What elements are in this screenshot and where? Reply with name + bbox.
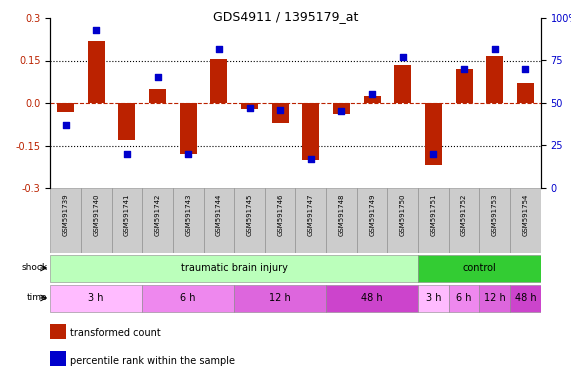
Point: [460, 66, 469, 72]
Text: traumatic brain injury: traumatic brain injury: [181, 263, 288, 273]
Text: GSM591740: GSM591740: [93, 193, 99, 236]
Bar: [118, 103, 135, 140]
Bar: [425, 103, 442, 166]
Point: [153, 74, 162, 81]
Point: [61, 122, 70, 128]
Bar: [517, 83, 534, 103]
Bar: [180, 103, 196, 154]
Bar: [142, 285, 234, 311]
Bar: [326, 188, 357, 253]
Text: 3 h: 3 h: [426, 293, 441, 303]
Bar: [418, 285, 449, 311]
Point: [429, 151, 438, 157]
Point: [122, 151, 131, 157]
Text: GSM591752: GSM591752: [461, 193, 467, 235]
Point: [92, 27, 101, 33]
Text: control: control: [463, 263, 496, 273]
Bar: [357, 188, 388, 253]
Bar: [418, 255, 541, 281]
Bar: [395, 65, 411, 103]
Point: [214, 46, 223, 52]
Bar: [272, 103, 288, 123]
Bar: [149, 89, 166, 103]
Point: [398, 54, 407, 60]
Bar: [265, 188, 296, 253]
Text: GSM591750: GSM591750: [400, 193, 406, 236]
Bar: [510, 285, 541, 311]
Bar: [50, 323, 66, 339]
Text: 6 h: 6 h: [180, 293, 196, 303]
Text: GSM591743: GSM591743: [185, 193, 191, 236]
Bar: [486, 56, 503, 103]
Bar: [173, 188, 203, 253]
Text: GSM591741: GSM591741: [124, 193, 130, 236]
Bar: [142, 188, 173, 253]
Bar: [57, 103, 74, 111]
Text: GSM591747: GSM591747: [308, 193, 314, 236]
Point: [184, 151, 193, 157]
Bar: [388, 188, 418, 253]
Bar: [364, 96, 380, 103]
Text: 6 h: 6 h: [456, 293, 472, 303]
Bar: [81, 188, 111, 253]
Bar: [449, 285, 480, 311]
Bar: [234, 285, 326, 311]
Bar: [480, 188, 510, 253]
Text: GSM591745: GSM591745: [247, 193, 252, 235]
Text: 12 h: 12 h: [484, 293, 506, 303]
Bar: [296, 188, 326, 253]
Bar: [241, 103, 258, 109]
Point: [521, 66, 530, 72]
Bar: [326, 285, 418, 311]
Text: GSM591753: GSM591753: [492, 193, 498, 236]
Bar: [50, 285, 142, 311]
Bar: [50, 188, 81, 253]
Bar: [111, 188, 142, 253]
Text: 3 h: 3 h: [89, 293, 104, 303]
Text: transformed count: transformed count: [70, 328, 160, 338]
Bar: [456, 69, 473, 103]
Point: [276, 107, 285, 113]
Text: GSM591749: GSM591749: [369, 193, 375, 236]
Bar: [234, 188, 265, 253]
Text: GSM591742: GSM591742: [155, 193, 160, 235]
Text: 12 h: 12 h: [270, 293, 291, 303]
Bar: [418, 188, 449, 253]
Text: GSM591746: GSM591746: [277, 193, 283, 236]
Text: GSM591744: GSM591744: [216, 193, 222, 235]
Bar: [449, 188, 480, 253]
Text: GSM591751: GSM591751: [431, 193, 436, 236]
Text: shock: shock: [21, 263, 47, 273]
Point: [245, 105, 254, 111]
Text: 48 h: 48 h: [361, 293, 383, 303]
Bar: [333, 103, 350, 114]
Point: [368, 91, 377, 98]
Bar: [303, 103, 319, 160]
Text: GDS4911 / 1395179_at: GDS4911 / 1395179_at: [213, 10, 358, 23]
Bar: [50, 351, 66, 366]
Text: GSM591739: GSM591739: [63, 193, 69, 236]
Bar: [211, 59, 227, 103]
Point: [337, 108, 346, 114]
Bar: [88, 41, 104, 103]
Text: time: time: [27, 293, 47, 303]
Point: [306, 156, 315, 162]
Point: [490, 46, 499, 52]
Text: GSM591754: GSM591754: [522, 193, 528, 235]
Text: percentile rank within the sample: percentile rank within the sample: [70, 356, 235, 366]
Bar: [480, 285, 510, 311]
Bar: [50, 255, 418, 281]
Bar: [510, 188, 541, 253]
Text: GSM591748: GSM591748: [339, 193, 344, 236]
Text: 48 h: 48 h: [514, 293, 536, 303]
Bar: [203, 188, 234, 253]
